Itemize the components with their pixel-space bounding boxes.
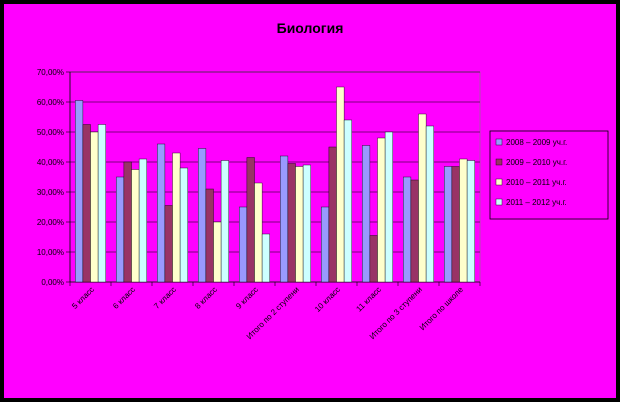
bar [138,158,147,283]
y-tick-label: 30,00% [37,188,64,197]
x-tick-label: 5 класс [70,285,96,311]
legend-swatch [495,138,503,146]
y-tick-label: 20,00% [37,218,64,227]
bar [179,167,188,283]
bar [254,182,263,283]
bar [328,146,337,283]
bar [410,179,419,283]
legend-label: 2009 – 2010 уч.г. [506,158,567,167]
bar [466,160,475,283]
bar [280,155,289,283]
bar [362,145,371,283]
bar [239,206,248,283]
bar [425,125,434,283]
bar [205,188,214,283]
bar [75,100,84,283]
bar [97,124,106,283]
bar [295,166,304,283]
y-tick-label: 0,00% [41,278,64,287]
x-tick-label: 11 класс [354,285,382,313]
bar [403,176,412,283]
bar [418,113,427,283]
x-tick-label: 8 класс [193,285,219,311]
legend-swatch [495,158,503,166]
y-tick-label: 40,00% [37,158,64,167]
bar [131,169,140,283]
y-tick-label: 70,00% [37,68,64,77]
legend-label: 2011 – 2012 уч.г. [506,198,567,207]
y-tick-label: 50,00% [37,128,64,137]
x-tick-label: Итого по школе [418,285,465,332]
legend-label: 2010 – 2011 уч.г. [506,178,567,187]
bar [82,124,91,283]
bar [336,86,345,283]
bar [369,235,378,283]
x-tick-label: 6 класс [111,285,137,311]
bar [287,163,296,283]
bar [90,131,99,283]
y-tick-label: 10,00% [37,248,64,257]
x-tick-label: 10 класс [313,285,342,314]
legend-label: 2008 – 2009 уч.г. [506,138,567,147]
bar [213,221,222,283]
bar [459,158,468,283]
bar [157,143,166,283]
y-tick-label: 60,00% [37,98,64,107]
bar [261,233,270,283]
bar [377,137,386,283]
bar [246,157,255,283]
chart-title: Биология [276,20,344,36]
bar [444,166,453,283]
bar [116,176,125,283]
bar [172,152,181,283]
bar [302,164,311,283]
x-tick-label: 9 класс [234,285,260,311]
bar [343,119,352,283]
x-tick-label: 7 класс [152,285,178,311]
bar [164,205,173,283]
legend-swatch [495,198,503,206]
bar [123,161,132,283]
bar [220,160,229,283]
bar [451,166,460,283]
legend-swatch [495,178,503,186]
legend [489,130,609,220]
bar [321,206,330,283]
bar [198,148,207,283]
bar [384,131,393,283]
